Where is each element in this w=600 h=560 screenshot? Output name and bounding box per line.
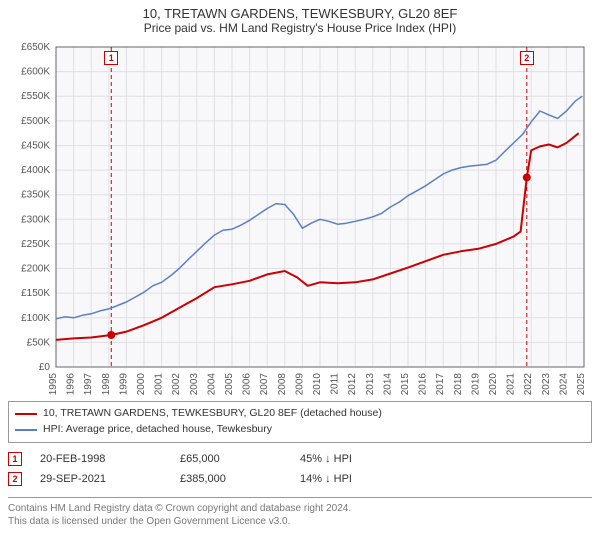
svg-text:£350K: £350K bbox=[21, 190, 50, 201]
sale-marker: 2 bbox=[8, 472, 22, 486]
svg-text:2023: 2023 bbox=[541, 373, 552, 396]
svg-text:£550K: £550K bbox=[21, 91, 50, 102]
svg-text:2013: 2013 bbox=[365, 373, 376, 396]
sale-price: £65,000 bbox=[180, 453, 300, 465]
legend-item: HPI: Average price, detached house, Tewk… bbox=[15, 422, 585, 438]
svg-text:£300K: £300K bbox=[21, 214, 50, 225]
svg-text:£200K: £200K bbox=[21, 264, 50, 275]
sales-table: 1 20-FEB-1998£65,00045% ↓ HPI 2 29-SEP-2021… bbox=[8, 449, 592, 489]
svg-text:2021: 2021 bbox=[506, 373, 517, 396]
svg-text:£150K: £150K bbox=[21, 288, 50, 299]
svg-text:2017: 2017 bbox=[435, 373, 446, 396]
attribution: Contains HM Land Registry data © Crown c… bbox=[8, 497, 592, 528]
svg-text:1997: 1997 bbox=[83, 373, 94, 396]
svg-text:2014: 2014 bbox=[382, 373, 393, 396]
svg-text:2004: 2004 bbox=[206, 373, 217, 396]
svg-text:2005: 2005 bbox=[224, 373, 235, 396]
svg-text:2007: 2007 bbox=[259, 373, 270, 396]
svg-text:£450K: £450K bbox=[21, 140, 50, 151]
sale-date: 29-SEP-2021 bbox=[40, 473, 180, 485]
price-chart-svg: £0 £50K £100K £150K £200K £250K £300K £350K £400… bbox=[8, 39, 592, 399]
svg-text:2009: 2009 bbox=[294, 373, 305, 396]
legend-swatch bbox=[15, 429, 37, 431]
svg-text:£650K: £650K bbox=[21, 42, 50, 53]
svg-text:1996: 1996 bbox=[66, 373, 77, 396]
svg-text:£600K: £600K bbox=[21, 67, 50, 78]
legend: 10, TRETAWN GARDENS, TEWKESBURY, GL20 8E… bbox=[8, 401, 592, 443]
sale-vs-hpi: 45% ↓ HPI bbox=[300, 453, 460, 465]
sale-row: 2 29-SEP-2021£385,00014% ↓ HPI bbox=[8, 469, 592, 489]
svg-text:2016: 2016 bbox=[418, 373, 429, 396]
svg-text:2008: 2008 bbox=[277, 373, 288, 396]
svg-text:2000: 2000 bbox=[136, 373, 147, 396]
sale-vs-hpi: 14% ↓ HPI bbox=[300, 473, 460, 485]
chart-event-marker: 2 bbox=[520, 51, 534, 65]
svg-text:2024: 2024 bbox=[558, 373, 569, 396]
svg-text:2010: 2010 bbox=[312, 373, 323, 396]
title-address: 10, TRETAWN GARDENS, TEWKESBURY, GL20 8E… bbox=[8, 6, 592, 21]
svg-text:2022: 2022 bbox=[523, 373, 534, 396]
legend-swatch bbox=[15, 413, 37, 415]
svg-text:2025: 2025 bbox=[576, 373, 587, 396]
svg-text:£100K: £100K bbox=[21, 313, 50, 324]
chart-title-block: 10, TRETAWN GARDENS, TEWKESBURY, GL20 8E… bbox=[8, 6, 592, 35]
chart-area: £0 £50K £100K £150K £200K £250K £300K £350K £400… bbox=[8, 39, 592, 399]
attribution-line1: Contains HM Land Registry data © Crown c… bbox=[8, 502, 592, 515]
svg-text:£500K: £500K bbox=[21, 116, 50, 127]
svg-text:2015: 2015 bbox=[400, 373, 411, 396]
sale-date: 20-FEB-1998 bbox=[40, 453, 180, 465]
svg-text:£50K: £50K bbox=[27, 337, 51, 348]
svg-text:1999: 1999 bbox=[118, 373, 129, 396]
attribution-line2: This data is licensed under the Open Gov… bbox=[8, 515, 592, 528]
svg-text:2018: 2018 bbox=[453, 373, 464, 396]
legend-label: 10, TRETAWN GARDENS, TEWKESBURY, GL20 8E… bbox=[43, 406, 382, 422]
chart-event-marker: 1 bbox=[104, 51, 118, 65]
svg-text:2020: 2020 bbox=[488, 373, 499, 396]
svg-text:£0: £0 bbox=[39, 362, 51, 373]
svg-text:2012: 2012 bbox=[347, 373, 358, 396]
svg-text:2002: 2002 bbox=[171, 373, 182, 396]
sale-price: £385,000 bbox=[180, 473, 300, 485]
sale-row: 1 20-FEB-1998£65,00045% ↓ HPI bbox=[8, 449, 592, 469]
sale-marker: 1 bbox=[8, 452, 22, 466]
svg-text:£250K: £250K bbox=[21, 239, 50, 250]
title-subtitle: Price paid vs. HM Land Registry's House … bbox=[8, 21, 592, 35]
svg-text:2011: 2011 bbox=[330, 373, 341, 395]
svg-text:2001: 2001 bbox=[154, 373, 165, 396]
svg-text:£400K: £400K bbox=[21, 165, 50, 176]
svg-text:2006: 2006 bbox=[242, 373, 253, 396]
svg-text:1995: 1995 bbox=[48, 373, 59, 396]
svg-text:1998: 1998 bbox=[101, 373, 112, 396]
svg-text:2019: 2019 bbox=[470, 373, 481, 396]
svg-text:2003: 2003 bbox=[189, 373, 200, 396]
legend-item: 10, TRETAWN GARDENS, TEWKESBURY, GL20 8E… bbox=[15, 406, 585, 422]
legend-label: HPI: Average price, detached house, Tewk… bbox=[43, 422, 272, 438]
